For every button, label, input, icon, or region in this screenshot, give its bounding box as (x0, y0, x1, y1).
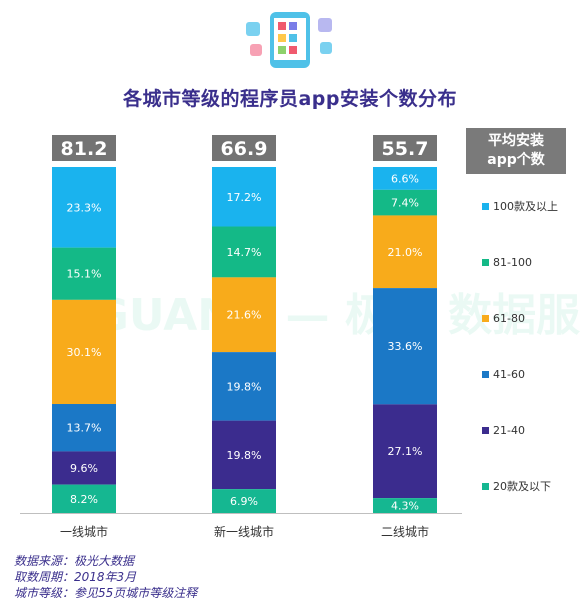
legend-label: 81-100 (493, 255, 532, 269)
avg-box (212, 135, 276, 161)
bar-segment (373, 189, 437, 216)
bar-segment (373, 498, 437, 513)
segment-label: 6.9% (230, 495, 258, 508)
avg-value: 66.9 (221, 138, 268, 160)
legend-swatch (482, 202, 489, 210)
avg-box (373, 135, 437, 161)
app-phone-icon (246, 12, 332, 68)
bar-segment (373, 215, 437, 289)
category-label: 新一线城市 (214, 524, 274, 539)
legend-label: 100款及以上 (493, 200, 558, 213)
legend-label: 21-40 (493, 423, 525, 437)
segment-label: 23.3% (67, 201, 102, 214)
category-label: 一线城市 (60, 524, 108, 539)
note-period: 取数周期：2018年3月 (14, 570, 137, 584)
legend-item: 41-60 (482, 366, 525, 382)
legend-title: 平均安装 app个数 (466, 128, 566, 174)
segment-label: 27.1% (388, 445, 423, 458)
segment-label: 8.2% (70, 493, 98, 506)
bar-segment (212, 277, 276, 353)
bar-segment (212, 167, 276, 227)
legend-label: 61-80 (493, 311, 525, 325)
segment-label: 9.6% (70, 462, 98, 475)
segment-label: 17.2% (227, 191, 262, 204)
bar-segment (212, 226, 276, 278)
legend-swatch (482, 426, 489, 434)
bar-segment (212, 352, 276, 421)
bar-segment (373, 288, 437, 405)
bar-segment (52, 451, 116, 485)
avg-box (52, 135, 116, 161)
legend-label: 41-60 (493, 367, 525, 381)
chart-title: 各城市等级的程序员app安装个数分布 (122, 88, 458, 110)
note-city-level: 城市等级：参见55页城市等级注释 (14, 586, 198, 600)
legend-item: 20款及以下 (482, 478, 551, 494)
legend-title-line-1: 平均安装 (488, 133, 544, 149)
segment-label: 15.1% (67, 268, 102, 281)
legend-item: 81-100 (482, 254, 532, 270)
segment-label: 14.7% (227, 246, 262, 259)
segment-label: 19.8% (227, 380, 262, 393)
bar-segment (52, 167, 116, 248)
category-label: 二线城市 (381, 524, 429, 539)
source-notes: 数据来源：极光大数据 取数周期：2018年3月 城市等级：参见55页城市等级注释 (14, 553, 197, 601)
bar-segment (212, 489, 276, 513)
bar-segment (212, 420, 276, 490)
bar-segment (373, 167, 437, 190)
legend-title-line-2: app个数 (487, 152, 545, 168)
segment-label: 4.3% (391, 500, 419, 513)
legend-swatch (482, 370, 489, 378)
bar-segment (52, 484, 116, 513)
segment-label: 33.6% (388, 340, 423, 353)
bar-segment (52, 247, 116, 300)
segment-label: 7.4% (391, 197, 419, 210)
watermark-text: JIGUANG — 极光 数据服务 (57, 290, 580, 341)
bar-segment (52, 299, 116, 405)
segment-label: 30.1% (67, 346, 102, 359)
legend-item: 61-80 (482, 310, 525, 326)
legend-label: 20款及以下 (493, 480, 551, 493)
legend-item: 100款及以上 (482, 198, 558, 214)
segment-label: 21.6% (227, 309, 262, 322)
bar-segment (373, 404, 437, 499)
segment-label: 21.0% (388, 246, 423, 259)
segment-label: 13.7% (67, 422, 102, 435)
avg-value: 81.2 (61, 138, 108, 160)
segment-label: 6.6% (391, 172, 419, 185)
legend-swatch (482, 482, 489, 490)
legend-swatch (482, 258, 489, 266)
watermark: JIGUANG — 极光 数据服务 (57, 290, 580, 341)
segment-label: 19.8% (227, 449, 262, 462)
legend-swatch (482, 314, 489, 322)
legend-item: 21-40 (482, 422, 525, 438)
bar-segment (52, 404, 116, 452)
avg-value: 55.7 (382, 138, 429, 160)
note-source: 数据来源：极光大数据 (14, 554, 135, 568)
